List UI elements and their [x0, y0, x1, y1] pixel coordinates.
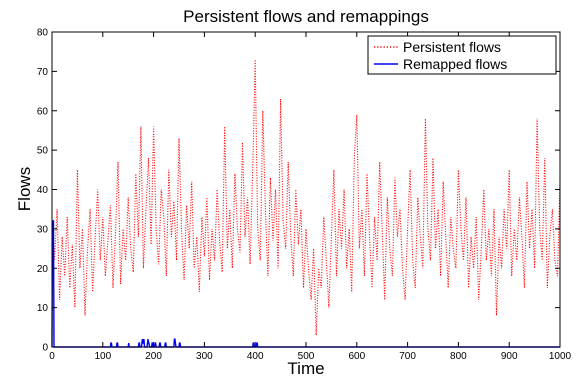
chart-title: Persistent flows and remappings — [183, 7, 429, 26]
y-tick-label: 10 — [37, 303, 49, 314]
y-tick-label: 20 — [37, 264, 49, 275]
x-tick-label: 0 — [49, 351, 55, 362]
x-tick-label: 100 — [94, 351, 111, 362]
x-tick-label: 200 — [145, 351, 162, 362]
series-line-persistent-flows — [51, 59, 561, 336]
x-tick-label: 500 — [298, 351, 315, 362]
y-tick-label: 40 — [37, 185, 49, 196]
x-tick-label: 600 — [348, 351, 365, 362]
legend-label-persistent: Persistent flows — [403, 39, 501, 55]
legend-label-remapped: Remapped flows — [403, 56, 507, 72]
legend-box — [367, 35, 557, 75]
plot-area — [51, 59, 561, 348]
axis-ticks: 0 100 200 300 400 500 600 700 800 900 1000 0 10 20 30 4… — [37, 28, 572, 363]
y-tick-label: 30 — [37, 224, 49, 235]
y-axis-label: Flows — [15, 167, 34, 211]
x-tick-label: 300 — [196, 351, 213, 362]
y-tick-label: 80 — [37, 28, 49, 39]
y-tick-label: 50 — [37, 146, 49, 157]
y-tick-label: 70 — [37, 67, 49, 78]
x-tick-label: 800 — [450, 351, 467, 362]
x-tick-label: 1000 — [549, 351, 572, 362]
x-tick-label: 900 — [501, 351, 518, 362]
x-axis-label: Time — [287, 359, 324, 378]
y-tick-label: 0 — [42, 343, 48, 354]
x-tick-label: 400 — [247, 351, 264, 362]
y-tick-label: 60 — [37, 106, 49, 117]
legend: Persistent flows Remapped flows — [367, 35, 557, 75]
x-tick-label: 700 — [399, 351, 416, 362]
axes-frame — [51, 31, 561, 348]
